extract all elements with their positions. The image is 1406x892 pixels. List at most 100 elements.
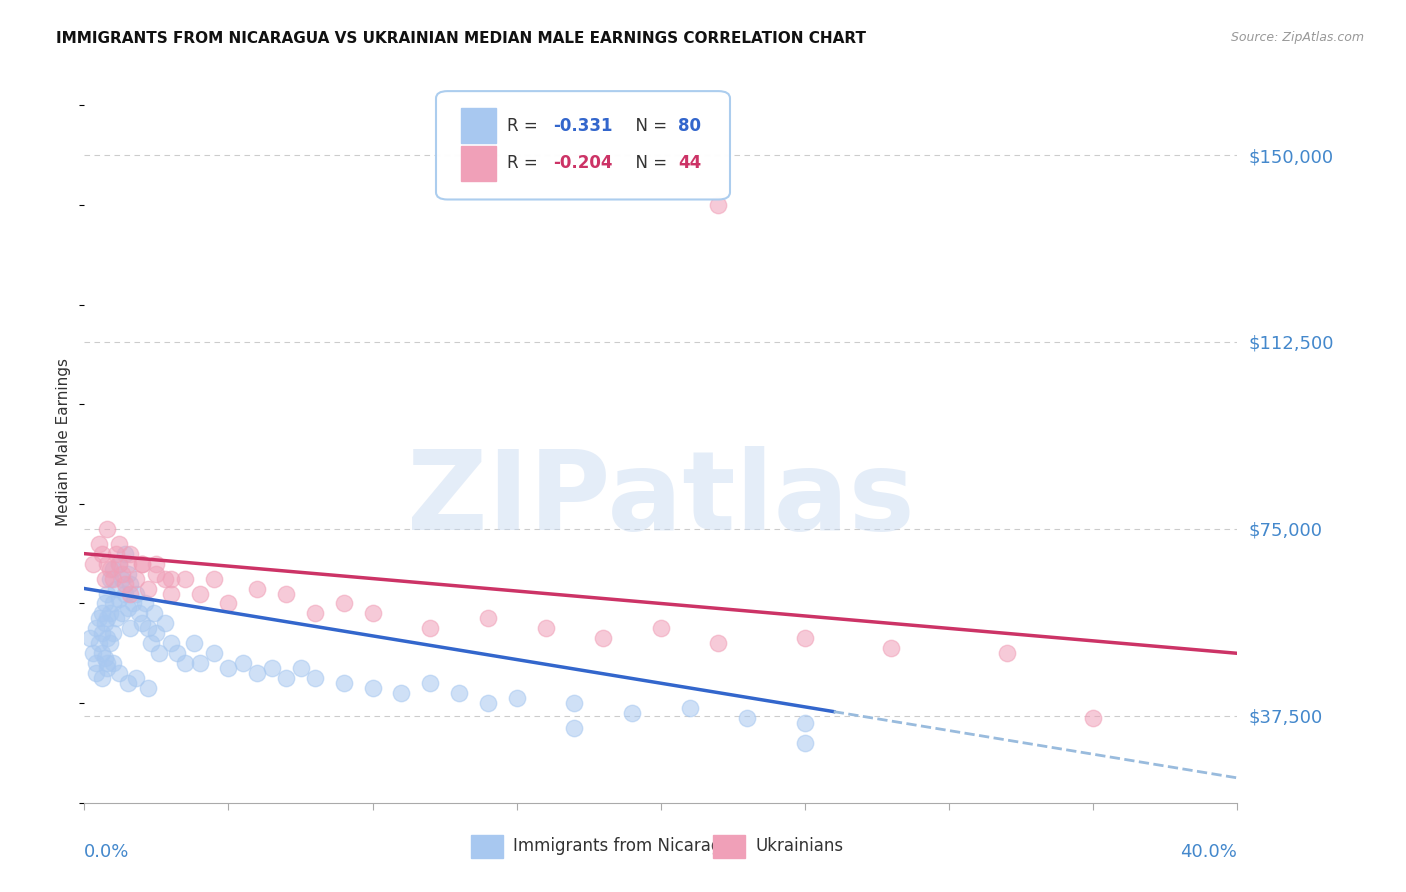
FancyBboxPatch shape [713, 835, 745, 858]
Point [103, 572, 124, 586]
Point [90, 626, 112, 640]
Text: Immigrants from Nicaragua: Immigrants from Nicaragua [513, 838, 742, 855]
Point [117, 676, 139, 690]
Point [333, 676, 356, 690]
Text: ZIPatlas: ZIPatlas [406, 446, 915, 553]
Point [105, 547, 128, 561]
Point [419, 676, 441, 690]
FancyBboxPatch shape [461, 146, 496, 181]
Text: -0.204: -0.204 [554, 154, 613, 172]
Point [82, 557, 104, 571]
Point [87, 537, 110, 551]
Point [188, 657, 211, 671]
Point [145, 566, 167, 581]
Point [120, 586, 142, 600]
Point [592, 632, 614, 646]
Point [84, 666, 107, 681]
Point [82, 646, 104, 660]
Point [90, 607, 112, 621]
Point [93, 616, 115, 631]
Point [131, 557, 153, 571]
Point [679, 701, 702, 715]
Point [103, 657, 124, 671]
Point [90, 547, 112, 561]
Point [134, 597, 156, 611]
Text: IMMIGRANTS FROM NICARAGUA VS UKRAINIAN MEDIAN MALE EARNINGS CORRELATION CHART: IMMIGRANTS FROM NICARAGUA VS UKRAINIAN M… [56, 31, 866, 46]
Point [361, 607, 384, 621]
Point [148, 646, 170, 660]
Point [188, 586, 211, 600]
Point [93, 572, 115, 586]
Point [111, 566, 134, 581]
Point [276, 586, 298, 600]
Point [87, 636, 110, 650]
Point [103, 561, 124, 575]
Point [174, 572, 197, 586]
Point [153, 572, 176, 586]
Point [506, 691, 529, 706]
Point [103, 626, 124, 640]
Point [93, 651, 115, 665]
Point [136, 681, 159, 696]
Point [96, 611, 118, 625]
Point [534, 621, 557, 635]
Point [477, 611, 499, 625]
Point [117, 557, 139, 571]
Point [218, 661, 240, 675]
Text: Ukrainians: Ukrainians [755, 838, 844, 855]
Point [419, 621, 441, 635]
Point [125, 586, 148, 600]
Point [136, 621, 159, 635]
Point [108, 537, 131, 551]
Point [103, 597, 124, 611]
Point [125, 671, 148, 685]
Point [84, 621, 107, 635]
Point [160, 572, 183, 586]
Point [160, 636, 183, 650]
Text: Source: ZipAtlas.com: Source: ZipAtlas.com [1230, 31, 1364, 45]
Point [111, 572, 134, 586]
Point [794, 632, 817, 646]
FancyBboxPatch shape [461, 109, 496, 143]
Point [114, 586, 136, 600]
Point [105, 582, 128, 596]
Point [276, 671, 298, 685]
Point [125, 572, 148, 586]
Point [707, 636, 730, 650]
Text: 44: 44 [678, 154, 702, 172]
Text: 0.0%: 0.0% [84, 843, 129, 861]
Text: N =: N = [626, 154, 672, 172]
Point [166, 646, 188, 660]
Point [333, 597, 356, 611]
Point [139, 636, 162, 650]
Text: R =: R = [508, 154, 548, 172]
Point [117, 566, 139, 581]
Point [650, 621, 672, 635]
Point [361, 681, 384, 696]
Point [98, 572, 121, 586]
Point [304, 607, 326, 621]
Point [108, 557, 131, 571]
Point [90, 671, 112, 685]
Y-axis label: Median Male Earnings: Median Male Earnings [56, 358, 72, 525]
Point [98, 607, 121, 621]
Text: 40.0%: 40.0% [1181, 843, 1237, 861]
Point [96, 632, 118, 646]
Point [794, 716, 817, 731]
Text: -0.331: -0.331 [554, 117, 613, 135]
Point [90, 646, 112, 660]
Point [160, 586, 183, 600]
Point [621, 706, 644, 720]
Point [304, 671, 326, 685]
Point [145, 626, 167, 640]
Point [114, 547, 136, 561]
Point [108, 591, 131, 606]
Point [98, 561, 121, 575]
FancyBboxPatch shape [471, 835, 503, 858]
Point [232, 657, 254, 671]
Point [564, 696, 586, 710]
Point [880, 641, 903, 656]
Point [737, 711, 759, 725]
Point [98, 636, 121, 650]
Point [183, 636, 205, 650]
